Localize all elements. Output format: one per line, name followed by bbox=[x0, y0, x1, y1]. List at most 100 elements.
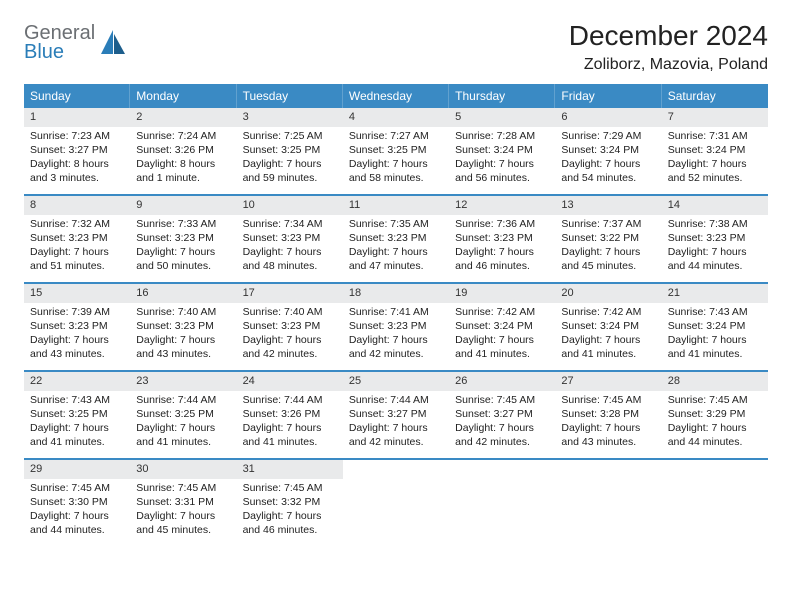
day-cell: 8Sunrise: 7:32 AMSunset: 3:23 PMDaylight… bbox=[24, 196, 130, 282]
empty-day-cell bbox=[343, 460, 449, 546]
day-number: 11 bbox=[343, 196, 449, 215]
sunrise-text: Sunrise: 7:35 AM bbox=[349, 217, 443, 231]
day-body: Sunrise: 7:40 AMSunset: 3:23 PMDaylight:… bbox=[130, 303, 236, 366]
sunset-text: Sunset: 3:32 PM bbox=[243, 495, 337, 509]
day-number: 3 bbox=[237, 108, 343, 127]
week-row: 22Sunrise: 7:43 AMSunset: 3:25 PMDayligh… bbox=[24, 372, 768, 460]
day-cell: 19Sunrise: 7:42 AMSunset: 3:24 PMDayligh… bbox=[449, 284, 555, 370]
day-body: Sunrise: 7:42 AMSunset: 3:24 PMDaylight:… bbox=[449, 303, 555, 366]
daylight-line1: Daylight: 7 hours bbox=[243, 509, 337, 523]
sunrise-text: Sunrise: 7:45 AM bbox=[668, 393, 762, 407]
day-number: 24 bbox=[237, 372, 343, 391]
sunset-text: Sunset: 3:23 PM bbox=[136, 319, 230, 333]
day-number: 10 bbox=[237, 196, 343, 215]
week-row: 15Sunrise: 7:39 AMSunset: 3:23 PMDayligh… bbox=[24, 284, 768, 372]
week-row: 29Sunrise: 7:45 AMSunset: 3:30 PMDayligh… bbox=[24, 460, 768, 546]
sunset-text: Sunset: 3:25 PM bbox=[136, 407, 230, 421]
daylight-line2: and 42 minutes. bbox=[455, 435, 549, 449]
sunrise-text: Sunrise: 7:38 AM bbox=[668, 217, 762, 231]
daylight-line2: and 3 minutes. bbox=[30, 171, 124, 185]
day-header: Thursday bbox=[449, 84, 555, 108]
daylight-line2: and 47 minutes. bbox=[349, 259, 443, 273]
sunset-text: Sunset: 3:27 PM bbox=[349, 407, 443, 421]
daylight-line2: and 41 minutes. bbox=[136, 435, 230, 449]
daylight-line2: and 44 minutes. bbox=[30, 523, 124, 537]
daylight-line2: and 50 minutes. bbox=[136, 259, 230, 273]
day-number: 16 bbox=[130, 284, 236, 303]
sunrise-text: Sunrise: 7:42 AM bbox=[561, 305, 655, 319]
daylight-line1: Daylight: 7 hours bbox=[561, 245, 655, 259]
sunset-text: Sunset: 3:24 PM bbox=[455, 143, 549, 157]
day-cell: 27Sunrise: 7:45 AMSunset: 3:28 PMDayligh… bbox=[555, 372, 661, 458]
daylight-line2: and 43 minutes. bbox=[30, 347, 124, 361]
logo: General Blue bbox=[24, 24, 127, 62]
sunset-text: Sunset: 3:24 PM bbox=[561, 143, 655, 157]
day-cell: 2Sunrise: 7:24 AMSunset: 3:26 PMDaylight… bbox=[130, 108, 236, 194]
sunrise-text: Sunrise: 7:45 AM bbox=[243, 481, 337, 495]
day-body: Sunrise: 7:36 AMSunset: 3:23 PMDaylight:… bbox=[449, 215, 555, 278]
logo-text: General Blue bbox=[24, 24, 95, 62]
daylight-line2: and 56 minutes. bbox=[455, 171, 549, 185]
sunrise-text: Sunrise: 7:31 AM bbox=[668, 129, 762, 143]
day-body: Sunrise: 7:44 AMSunset: 3:27 PMDaylight:… bbox=[343, 391, 449, 454]
daylight-line1: Daylight: 7 hours bbox=[668, 157, 762, 171]
daylight-line1: Daylight: 7 hours bbox=[136, 245, 230, 259]
sunset-text: Sunset: 3:23 PM bbox=[455, 231, 549, 245]
sunset-text: Sunset: 3:29 PM bbox=[668, 407, 762, 421]
day-cell: 5Sunrise: 7:28 AMSunset: 3:24 PMDaylight… bbox=[449, 108, 555, 194]
sunrise-text: Sunrise: 7:34 AM bbox=[243, 217, 337, 231]
day-cell: 11Sunrise: 7:35 AMSunset: 3:23 PMDayligh… bbox=[343, 196, 449, 282]
daylight-line2: and 45 minutes. bbox=[561, 259, 655, 273]
day-number: 2 bbox=[130, 108, 236, 127]
daylight-line2: and 46 minutes. bbox=[455, 259, 549, 273]
location: Zoliborz, Mazovia, Poland bbox=[569, 56, 768, 74]
sunset-text: Sunset: 3:23 PM bbox=[243, 319, 337, 333]
day-body: Sunrise: 7:23 AMSunset: 3:27 PMDaylight:… bbox=[24, 127, 130, 190]
day-cell: 13Sunrise: 7:37 AMSunset: 3:22 PMDayligh… bbox=[555, 196, 661, 282]
day-header: Friday bbox=[555, 84, 661, 108]
daylight-line1: Daylight: 7 hours bbox=[349, 245, 443, 259]
daylight-line1: Daylight: 7 hours bbox=[30, 509, 124, 523]
sunrise-text: Sunrise: 7:45 AM bbox=[561, 393, 655, 407]
daylight-line2: and 43 minutes. bbox=[136, 347, 230, 361]
day-cell: 10Sunrise: 7:34 AMSunset: 3:23 PMDayligh… bbox=[237, 196, 343, 282]
day-number: 1 bbox=[24, 108, 130, 127]
week-row: 8Sunrise: 7:32 AMSunset: 3:23 PMDaylight… bbox=[24, 196, 768, 284]
daylight-line2: and 45 minutes. bbox=[136, 523, 230, 537]
day-number: 5 bbox=[449, 108, 555, 127]
day-number: 6 bbox=[555, 108, 661, 127]
daylight-line1: Daylight: 7 hours bbox=[561, 421, 655, 435]
header: General Blue December 2024 Zoliborz, Maz… bbox=[24, 20, 768, 74]
day-body: Sunrise: 7:45 AMSunset: 3:28 PMDaylight:… bbox=[555, 391, 661, 454]
logo-sail-icon bbox=[99, 28, 127, 58]
day-body: Sunrise: 7:39 AMSunset: 3:23 PMDaylight:… bbox=[24, 303, 130, 366]
daylight-line2: and 41 minutes. bbox=[668, 347, 762, 361]
daylight-line2: and 41 minutes. bbox=[30, 435, 124, 449]
daylight-line1: Daylight: 7 hours bbox=[349, 157, 443, 171]
day-header: Wednesday bbox=[343, 84, 449, 108]
daylight-line1: Daylight: 7 hours bbox=[455, 157, 549, 171]
day-cell: 26Sunrise: 7:45 AMSunset: 3:27 PMDayligh… bbox=[449, 372, 555, 458]
logo-word-blue: Blue bbox=[24, 43, 95, 62]
empty-day-cell bbox=[555, 460, 661, 546]
daylight-line2: and 46 minutes. bbox=[243, 523, 337, 537]
day-header: Tuesday bbox=[237, 84, 343, 108]
daylight-line1: Daylight: 8 hours bbox=[136, 157, 230, 171]
day-body: Sunrise: 7:45 AMSunset: 3:27 PMDaylight:… bbox=[449, 391, 555, 454]
daylight-line1: Daylight: 7 hours bbox=[136, 509, 230, 523]
daylight-line1: Daylight: 7 hours bbox=[561, 157, 655, 171]
day-cell: 23Sunrise: 7:44 AMSunset: 3:25 PMDayligh… bbox=[130, 372, 236, 458]
day-number: 18 bbox=[343, 284, 449, 303]
day-body: Sunrise: 7:44 AMSunset: 3:26 PMDaylight:… bbox=[237, 391, 343, 454]
sunset-text: Sunset: 3:22 PM bbox=[561, 231, 655, 245]
day-number: 8 bbox=[24, 196, 130, 215]
day-number: 27 bbox=[555, 372, 661, 391]
sunrise-text: Sunrise: 7:44 AM bbox=[243, 393, 337, 407]
day-body: Sunrise: 7:33 AMSunset: 3:23 PMDaylight:… bbox=[130, 215, 236, 278]
daylight-line1: Daylight: 7 hours bbox=[243, 421, 337, 435]
empty-day-cell bbox=[449, 460, 555, 546]
sunset-text: Sunset: 3:27 PM bbox=[455, 407, 549, 421]
day-body: Sunrise: 7:31 AMSunset: 3:24 PMDaylight:… bbox=[662, 127, 768, 190]
day-cell: 25Sunrise: 7:44 AMSunset: 3:27 PMDayligh… bbox=[343, 372, 449, 458]
daylight-line2: and 42 minutes. bbox=[349, 435, 443, 449]
